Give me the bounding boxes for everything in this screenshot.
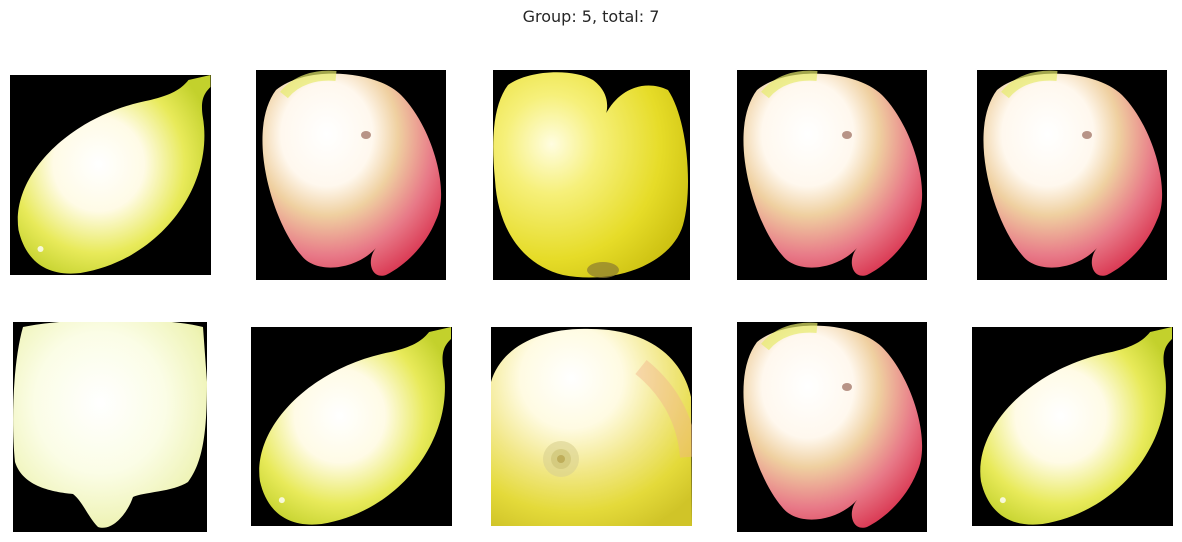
fruit-image — [13, 322, 207, 528]
figure-title: Group: 5, total: 7 — [522, 7, 660, 26]
fruit-tile-3 — [493, 70, 690, 280]
fruit-image — [259, 327, 451, 525]
fruit-tile-6 — [13, 322, 207, 532]
fruit-tile-8 — [491, 327, 692, 526]
fruit-tile-7 — [251, 327, 452, 526]
fruit-image — [983, 70, 1163, 276]
fruit-image — [17, 75, 211, 274]
fruit-tile-5 — [977, 70, 1167, 280]
fruit-tile-10 — [972, 327, 1173, 526]
fruit-tile-4 — [737, 70, 927, 280]
fruit-tile-9 — [737, 322, 927, 532]
fruit-image — [743, 322, 923, 528]
fruit-tile-1 — [10, 75, 211, 275]
fruit-tile-2 — [256, 70, 446, 280]
fruit-image — [743, 70, 923, 276]
fruit-image — [493, 72, 688, 278]
fruit-image — [262, 70, 442, 276]
fruit-image — [491, 328, 692, 526]
fruit-image — [980, 327, 1172, 525]
